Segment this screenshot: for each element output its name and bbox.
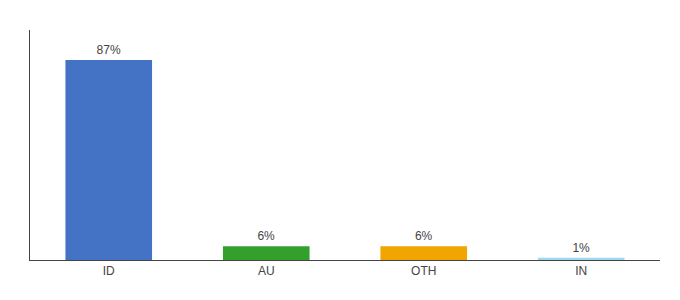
svg-text:87%: 87%: [97, 43, 121, 57]
svg-text:OTH: OTH: [411, 264, 436, 278]
svg-text:6%: 6%: [257, 229, 275, 243]
svg-text:IN: IN: [575, 264, 587, 278]
svg-text:ID: ID: [103, 264, 115, 278]
svg-text:6%: 6%: [415, 229, 433, 243]
svg-text:AU: AU: [258, 264, 275, 278]
svg-text:1%: 1%: [572, 241, 590, 255]
